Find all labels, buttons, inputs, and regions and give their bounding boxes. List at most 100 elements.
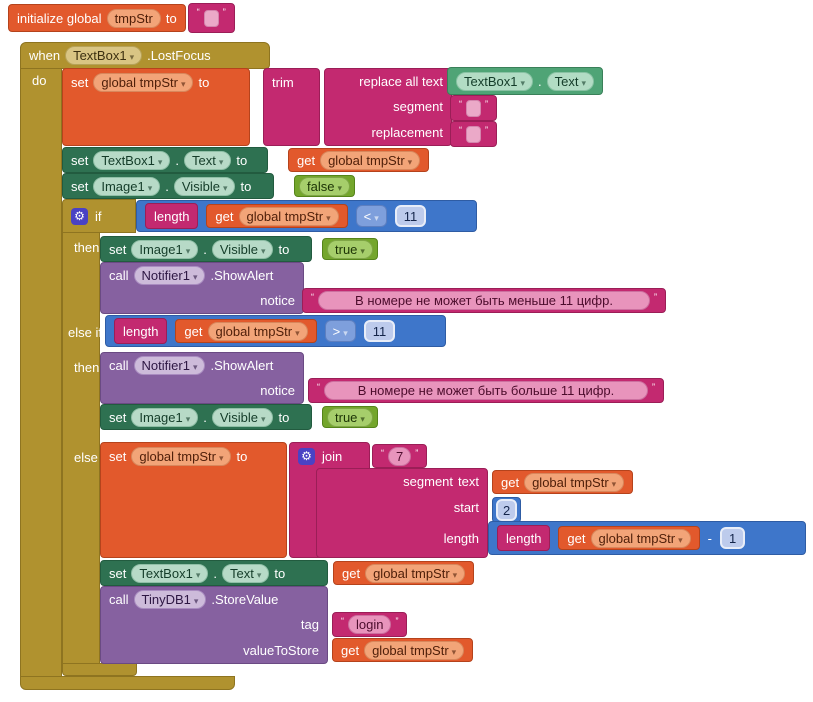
text-field[interactable]: В номере не может быть больше 11 цифр. <box>324 381 648 400</box>
set-textbox-text-block[interactable]: set TextBox1 . Text to <box>62 147 268 173</box>
set-variable-block[interactable]: set global tmpStr to <box>100 442 287 558</box>
operator-dropdown[interactable]: > <box>324 320 356 342</box>
dropdown-arrow-icon <box>337 179 342 194</box>
component-dropdown[interactable]: Image1 <box>131 239 199 259</box>
if-block-header[interactable]: if <box>62 199 136 233</box>
get-variable-block[interactable]: get global tmpStr <box>333 561 475 585</box>
operator-dropdown[interactable]: < <box>355 205 387 227</box>
variable-dropdown[interactable]: global tmpStr <box>524 472 625 492</box>
logic-dropdown[interactable]: true <box>327 407 373 427</box>
logic-dropdown[interactable]: true <box>327 239 373 259</box>
mutator-gear-icon[interactable] <box>298 447 315 465</box>
comparison-gt-block[interactable]: length get global tmpStr > 11 <box>105 315 446 347</box>
string-literal-block[interactable]: “ login ” <box>332 612 408 637</box>
trim-block[interactable]: trim <box>263 68 320 146</box>
property-dropdown[interactable]: Visible <box>211 407 274 427</box>
component-dropdown[interactable]: TextBox1 <box>93 150 171 170</box>
variable-dropdown[interactable]: global tmpStr <box>364 640 465 660</box>
when-event-block-header[interactable]: when TextBox1 .LostFocus <box>20 42 270 69</box>
property-dropdown[interactable]: Visible <box>211 239 274 259</box>
set-image-visible-block[interactable]: set Image1 . Visible to <box>100 404 312 430</box>
component-dropdown[interactable]: Image1 <box>93 176 161 196</box>
length-block[interactable]: length <box>114 318 168 344</box>
text-field[interactable]: 7 <box>388 446 412 466</box>
comparison-lt-block[interactable]: length get global tmpStr < 11 <box>136 200 477 232</box>
text-field[interactable]: В номере не может быть меньше 11 цифр. <box>318 291 650 310</box>
number-field[interactable]: 11 <box>394 205 427 227</box>
variable-dropdown[interactable]: global tmpStr <box>131 446 232 466</box>
property-dropdown[interactable]: Text <box>221 563 270 583</box>
mutator-gear-icon[interactable] <box>71 207 88 225</box>
component-dropdown[interactable]: Image1 <box>131 407 199 427</box>
number-literal-block[interactable]: 2 <box>492 497 522 523</box>
text-field[interactable]: login <box>348 615 392 634</box>
property-dropdown[interactable]: Visible <box>173 176 236 196</box>
notifier-showalert-block[interactable]: call Notifier1 .ShowAlert notice <box>100 352 304 404</box>
dropdown-arrow-icon <box>196 566 201 581</box>
if-keyword: if <box>95 208 102 224</box>
segment-block[interactable]: segment text start length <box>316 468 488 558</box>
if-block-spine[interactable] <box>62 232 100 664</box>
variable-dropdown[interactable]: global tmpStr <box>207 321 308 341</box>
when-block-bottom[interactable] <box>20 676 235 690</box>
textbox-text-getter-block[interactable]: TextBox1 . Text <box>447 67 604 95</box>
set-variable-block[interactable]: set global tmpStr to <box>62 68 250 146</box>
when-component-dropdown[interactable]: TextBox1 <box>65 46 143 65</box>
length-block[interactable]: length <box>145 203 199 229</box>
number-field[interactable]: 11 <box>363 320 396 342</box>
component-dropdown[interactable]: TinyDB1 <box>133 590 207 610</box>
set-textbox-text-block[interactable]: set TextBox1 . Text to <box>100 560 328 586</box>
number-field[interactable]: 2 <box>496 499 518 521</box>
logic-dropdown[interactable]: false <box>299 176 350 196</box>
get-variable-block[interactable]: get global tmpStr <box>492 470 634 494</box>
if-block-bottom[interactable] <box>62 663 137 676</box>
initialize-global-block[interactable]: initialize global tmpStr to <box>8 4 186 32</box>
subtract-block[interactable]: length get global tmpStr - 1 <box>488 521 806 555</box>
set-image-visible-block[interactable]: set Image1 . Visible to <box>62 173 274 199</box>
length-block[interactable]: length <box>497 525 551 551</box>
variable-dropdown[interactable]: global tmpStr <box>93 72 194 92</box>
string-literal-block-empty[interactable]: “ ” <box>187 3 235 33</box>
variable-name-field[interactable]: tmpStr <box>106 8 161 28</box>
get-variable-block[interactable]: get global tmpStr <box>175 319 317 343</box>
empty-text-field[interactable] <box>466 99 481 117</box>
logic-true-block[interactable]: true <box>322 238 378 260</box>
component-dropdown[interactable]: TextBox1 <box>456 71 534 91</box>
method-name-label: .StoreValue <box>211 592 279 608</box>
replace-all-text-block[interactable]: replace all text segment replacement <box>324 68 452 146</box>
set-image-visible-block[interactable]: set Image1 . Visible to <box>100 236 312 262</box>
tinydb-storevalue-block[interactable]: call TinyDB1 .StoreValue tag valueToStor… <box>100 586 328 664</box>
get-variable-block[interactable]: get global tmpStr <box>288 148 430 172</box>
component-dropdown[interactable]: Notifier1 <box>133 266 206 285</box>
empty-text-field[interactable] <box>203 9 219 27</box>
string-literal-block-empty[interactable]: “ ” <box>450 121 497 147</box>
logic-true-block[interactable]: true <box>322 406 378 428</box>
component-dropdown[interactable]: Notifier1 <box>133 356 206 375</box>
string-literal-block[interactable]: “ 7 ” <box>372 444 428 468</box>
variable-dropdown[interactable]: global tmpStr <box>365 563 466 583</box>
property-dropdown[interactable]: Text <box>183 150 232 170</box>
when-block-spine[interactable] <box>20 68 62 677</box>
number-field[interactable]: 1 <box>719 527 746 549</box>
dropdown-arrow-icon <box>295 324 300 339</box>
logic-false-block[interactable]: false <box>294 175 355 197</box>
empty-text-field[interactable] <box>466 125 481 143</box>
call-keyword: call <box>109 268 129 283</box>
get-variable-block[interactable]: get global tmpStr <box>206 204 348 228</box>
variable-dropdown[interactable]: global tmpStr <box>590 528 691 548</box>
alert-text-block[interactable]: “ В номере не может быть больше 11 цифр.… <box>308 378 664 403</box>
property-dropdown[interactable]: Text <box>546 71 595 91</box>
do-label: do <box>32 73 47 88</box>
variable-dropdown[interactable]: global tmpStr <box>320 150 421 170</box>
alert-text-block[interactable]: “ В номере не может быть меньше 11 цифр.… <box>302 288 666 313</box>
segment-label: segment <box>393 99 443 115</box>
variable-dropdown[interactable]: global tmpStr <box>238 206 339 226</box>
string-literal-block-empty[interactable]: “ ” <box>450 95 497 121</box>
component-dropdown[interactable]: TextBox1 <box>131 563 209 583</box>
notifier-showalert-block[interactable]: call Notifier1 .ShowAlert notice <box>100 262 304 314</box>
get-keyword: get <box>215 208 234 224</box>
get-variable-block[interactable]: get global tmpStr <box>558 526 700 550</box>
get-variable-block[interactable]: get global tmpStr <box>332 638 474 662</box>
dropdown-arrow-icon <box>186 242 191 257</box>
